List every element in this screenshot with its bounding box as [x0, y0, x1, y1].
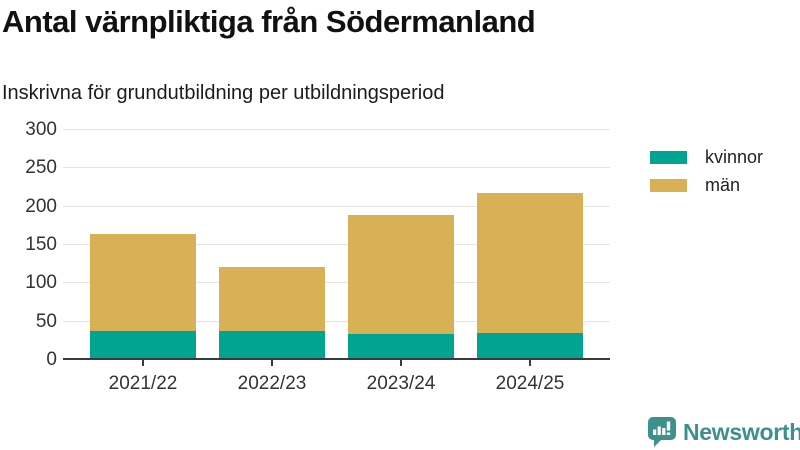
y-axis-tick-label: 50	[35, 310, 57, 332]
gridline-y-150	[63, 244, 610, 245]
x-axis-tick	[529, 359, 531, 366]
y-axis-tick-label: 150	[25, 234, 57, 255]
bar-segment-män[interactable]	[348, 214, 454, 334]
legend-label: män	[705, 175, 741, 195]
y-axis-tick-label: 250	[25, 157, 57, 179]
branding: Newsworthy	[646, 416, 800, 448]
newsworthy-logo-text: Newsworthy	[683, 418, 800, 445]
gridline-y-200	[63, 205, 610, 207]
bar-segment-män[interactable]	[219, 267, 325, 332]
x-axis-line	[63, 358, 610, 360]
bar-segment-kvinnor[interactable]	[477, 332, 583, 359]
x-axis-tick	[400, 359, 402, 366]
bar-2024/25[interactable]	[477, 193, 583, 359]
bar-segment-män[interactable]	[90, 234, 196, 331]
x-axis-tick-label: 2024/25	[495, 373, 565, 394]
legend-swatch-kvinnor	[650, 150, 687, 164]
y-axis-tick-label: 300	[25, 119, 57, 140]
x-axis-tick-label: 2022/23	[237, 373, 307, 394]
bar-segment-män[interactable]	[477, 193, 583, 333]
gridline-y-250	[63, 167, 610, 169]
x-axis-tick	[271, 359, 273, 366]
chart-subtitle: Inskrivna för grundutbildning per utbild…	[2, 82, 445, 104]
gridline-y-50	[63, 320, 610, 322]
newsworthy-logo-icon	[646, 416, 677, 448]
legend-swatch-män	[650, 178, 687, 192]
bar-2021/22[interactable]	[90, 234, 196, 359]
y-axis-tick-label: 0	[46, 349, 57, 370]
y-axis-tick-label: 100	[25, 272, 57, 294]
legend-item-män: män	[650, 175, 763, 195]
gridline-y-300	[63, 129, 610, 130]
bar-segment-kvinnor[interactable]	[219, 331, 325, 359]
bar-2022/23[interactable]	[219, 267, 325, 359]
bar-segment-kvinnor[interactable]	[348, 333, 454, 359]
bar-2023/24[interactable]	[348, 214, 454, 359]
y-axis-tick-label: 200	[25, 195, 57, 217]
legend: kvinnor män	[650, 147, 764, 206]
legend-item-kvinnor: kvinnor	[650, 147, 764, 167]
chart-title: Antal värnpliktiga från Södermanland	[2, 4, 536, 39]
bar-segment-kvinnor[interactable]	[90, 330, 196, 359]
x-axis-tick-label: 2021/22	[108, 373, 178, 394]
x-axis-tick-label: 2023/24	[366, 373, 436, 394]
gridline-y-100	[63, 282, 610, 284]
x-axis-tick	[142, 359, 144, 366]
legend-label: kvinnor	[705, 147, 764, 167]
